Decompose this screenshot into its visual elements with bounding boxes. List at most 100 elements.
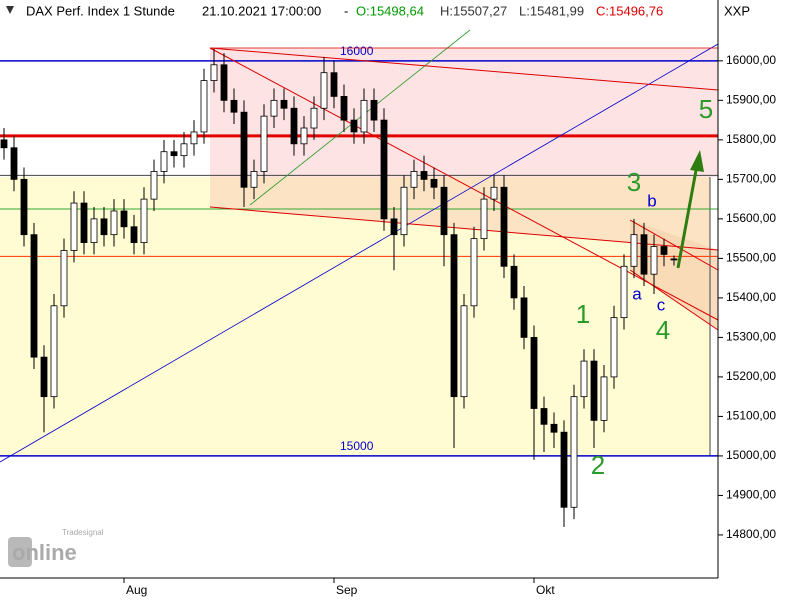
candle-body xyxy=(220,64,228,101)
candle-body xyxy=(300,127,308,145)
candle-body xyxy=(550,423,558,433)
candle-body xyxy=(460,305,468,398)
y-tick-label: 15200,00 xyxy=(726,369,776,383)
candle-body xyxy=(620,265,628,319)
candle-body xyxy=(270,99,278,117)
candle-body xyxy=(310,107,318,129)
candle-body xyxy=(650,246,658,275)
symbol-label: XXP xyxy=(724,3,750,18)
candle-body xyxy=(250,171,258,188)
trend-line xyxy=(629,219,719,271)
candle-body xyxy=(510,265,518,299)
y-tick-label: 15700,00 xyxy=(726,172,776,186)
wave-label: 4 xyxy=(656,315,670,345)
y-tick-label: 15500,00 xyxy=(726,251,776,265)
arrow-head xyxy=(690,150,704,172)
candle-body xyxy=(450,234,458,398)
candle-body xyxy=(660,246,668,255)
candle-body xyxy=(400,186,408,236)
trend-line xyxy=(629,269,719,331)
candle-body xyxy=(480,198,488,240)
high-label: H:15507,27 xyxy=(440,3,507,18)
candle-body xyxy=(490,186,498,200)
arrow xyxy=(676,164,699,269)
candle-body xyxy=(190,131,198,145)
open-label: O:15498,64 xyxy=(356,3,424,18)
y-tick-label: 15800,00 xyxy=(726,132,776,146)
trend-line xyxy=(249,29,471,206)
annotations: 1 2 3 4 5 a b c xyxy=(576,94,713,480)
menu-icon[interactable] xyxy=(6,6,14,14)
separator: - xyxy=(344,3,348,18)
candle-body xyxy=(180,143,188,157)
y-tick-label: 14800,00 xyxy=(726,527,776,541)
candle-body xyxy=(230,99,238,113)
candle-body xyxy=(630,234,638,267)
y-tick-label: 16000,00 xyxy=(726,53,776,67)
candle-body xyxy=(90,218,98,243)
y-tick-label: 15600,00 xyxy=(726,211,776,225)
candle-body xyxy=(160,151,168,172)
candle-body xyxy=(20,178,28,236)
candle-body xyxy=(670,258,678,261)
candle-body xyxy=(340,95,348,121)
candle-body xyxy=(210,64,218,81)
zone-orange xyxy=(210,177,710,250)
candle-body xyxy=(40,356,48,398)
close-label: C:15496,76 xyxy=(596,3,663,18)
candle-body xyxy=(360,99,368,133)
wave-label: a xyxy=(632,284,642,303)
candle-body xyxy=(530,336,538,409)
candle-body xyxy=(600,376,608,421)
candle-body xyxy=(580,360,588,398)
y-tick-label: 14900,00 xyxy=(726,488,776,502)
trend-line xyxy=(0,43,719,463)
candle-body xyxy=(30,234,38,358)
candle-body xyxy=(110,210,118,236)
axis-labels: 14800,00 14900,00 15000,00 15100,00 15200,00… xyxy=(123,53,776,597)
candle-body xyxy=(240,111,248,188)
candle-body xyxy=(140,198,148,243)
low-label: L:15481,99 xyxy=(519,3,584,18)
candle-body xyxy=(80,202,88,243)
candle-body xyxy=(330,72,338,97)
candle-body xyxy=(320,72,328,109)
candle-body xyxy=(610,317,618,378)
logo-big: online xyxy=(12,540,77,565)
wave-label: 1 xyxy=(576,299,590,329)
candle-body xyxy=(120,210,128,228)
trend-line xyxy=(209,47,719,321)
candle-body xyxy=(200,80,208,133)
candle-body xyxy=(380,119,388,220)
candle-body xyxy=(10,147,18,180)
candle-body xyxy=(100,218,108,236)
wave-label: 5 xyxy=(699,94,713,124)
trend-line xyxy=(209,47,719,91)
y-tick-label: 15300,00 xyxy=(726,330,776,344)
logo-mark xyxy=(8,537,32,567)
title: DAX Perf. Index 1 Stunde xyxy=(26,3,175,18)
x-tick-label: Okt xyxy=(536,583,555,597)
zone-pink xyxy=(210,48,718,177)
candle-body xyxy=(350,119,358,133)
candle-body xyxy=(410,171,418,188)
candle-body xyxy=(570,396,578,508)
level-label: 15000 xyxy=(340,439,374,453)
candle-body xyxy=(60,250,68,307)
candle-body xyxy=(540,408,548,425)
candle-body xyxy=(370,99,378,121)
candle-body xyxy=(640,234,648,275)
candles xyxy=(0,48,678,528)
y-tick-label: 15000,00 xyxy=(726,448,776,462)
candle-body xyxy=(390,218,398,236)
wave-label: 2 xyxy=(591,450,605,480)
candle-body xyxy=(0,139,8,149)
candle-body xyxy=(560,431,568,508)
candle-body xyxy=(280,99,288,109)
logo-small: Tradesignal xyxy=(62,528,104,537)
wave-label: 3 xyxy=(627,167,641,197)
level-label: 16000 xyxy=(340,44,374,58)
candle-body xyxy=(260,115,268,172)
